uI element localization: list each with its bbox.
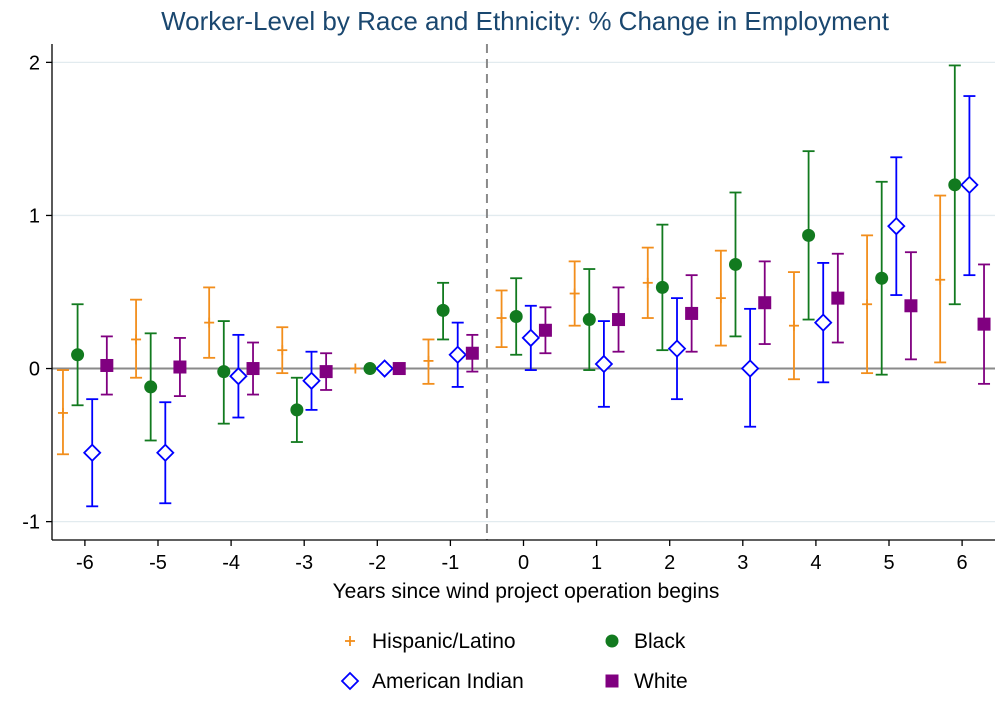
- data-point: [82, 443, 102, 463]
- data-point: [740, 359, 760, 378]
- data-point: [813, 313, 833, 332]
- data-point: [375, 359, 394, 378]
- chart-title: Worker-Level by Race and Ethnicity: % Ch…: [161, 6, 890, 36]
- legend-marker: [605, 634, 619, 648]
- data-point: [448, 345, 467, 365]
- data-point: [363, 362, 377, 376]
- data-point: [521, 328, 541, 348]
- y-tick-label: 0: [29, 359, 40, 381]
- data-point: [788, 320, 799, 331]
- legend-item: American Indian: [340, 670, 524, 693]
- data-point: [582, 313, 596, 327]
- data-point: [392, 362, 406, 376]
- data-point: [436, 303, 450, 317]
- x-tick-label: 3: [737, 552, 748, 574]
- data-point: [100, 358, 114, 372]
- legend: Hispanic/Latino Black American Indian White: [340, 630, 688, 693]
- data-point: [655, 280, 669, 294]
- x-tick-label: -5: [149, 552, 167, 574]
- x-axis-title: Years since wind project operation begin…: [333, 580, 720, 603]
- data-point: [204, 317, 215, 328]
- data-point: [887, 216, 906, 236]
- data-point: [302, 371, 321, 391]
- x-tick-label: -2: [368, 552, 386, 574]
- legend-label: Hispanic/Latino: [372, 630, 516, 653]
- x-tick-label: -1: [442, 552, 460, 574]
- data-point: [948, 178, 962, 192]
- y-tick-label: -1: [22, 512, 40, 534]
- x-tick-label: -3: [295, 552, 313, 574]
- legend-label: White: [634, 670, 688, 693]
- data-point: [802, 228, 816, 242]
- x-tick-label: 2: [664, 552, 675, 574]
- data-point: [715, 293, 726, 304]
- x-tick-label: 1: [591, 552, 602, 574]
- legend-label: American Indian: [372, 670, 524, 693]
- data-point: [57, 407, 68, 418]
- data-point: [875, 271, 889, 285]
- data-point: [229, 366, 248, 386]
- y-tick-label: 1: [29, 205, 40, 227]
- legend-marker: [605, 674, 619, 688]
- legend-marker: [345, 636, 355, 646]
- data-point: [144, 380, 158, 394]
- x-tick-label: -4: [222, 552, 240, 574]
- data-point: [173, 360, 187, 374]
- data-point: [862, 299, 873, 310]
- data-point: [509, 309, 523, 323]
- x-tick-label: 5: [883, 552, 894, 574]
- data-point: [935, 274, 946, 285]
- data-point: [465, 346, 479, 360]
- data-point: [977, 317, 991, 331]
- x-tick-label: 6: [957, 552, 968, 574]
- data-point: [667, 339, 687, 358]
- data-point: [496, 313, 507, 324]
- data-point: [423, 355, 434, 366]
- plot-area: -1 0 1 2 -6 -5 -4 -3 -2 -1 0 1 2 3 4 5 6: [22, 44, 995, 574]
- data-point: [642, 277, 653, 288]
- data-point: [538, 323, 552, 337]
- data-point: [350, 363, 361, 374]
- data-point: [131, 334, 142, 345]
- data-point: [71, 348, 85, 362]
- data-point: [612, 313, 626, 327]
- data-point: [156, 443, 175, 463]
- data-point: [728, 257, 742, 271]
- data-point: [758, 296, 772, 310]
- legend-label: Black: [634, 630, 686, 653]
- x-tick-label: 0: [518, 552, 529, 574]
- data-point: [685, 306, 699, 320]
- data-point: [277, 345, 288, 356]
- y-tick-label: 2: [29, 52, 40, 74]
- legend-item: Black: [605, 630, 686, 653]
- data-point: [594, 354, 614, 374]
- legend-item: White: [605, 670, 688, 693]
- data-point: [569, 288, 580, 299]
- legend-item: Hispanic/Latino: [345, 630, 516, 653]
- data-point: [960, 175, 979, 195]
- data-point: [904, 299, 918, 313]
- legend-marker: [340, 671, 360, 691]
- x-tick-label: 4: [810, 552, 821, 574]
- data-point: [217, 365, 231, 379]
- data-point: [319, 365, 333, 379]
- data-point: [831, 291, 845, 305]
- x-tick-label: -6: [76, 552, 94, 574]
- data-point: [290, 403, 304, 417]
- data-point: [246, 362, 260, 376]
